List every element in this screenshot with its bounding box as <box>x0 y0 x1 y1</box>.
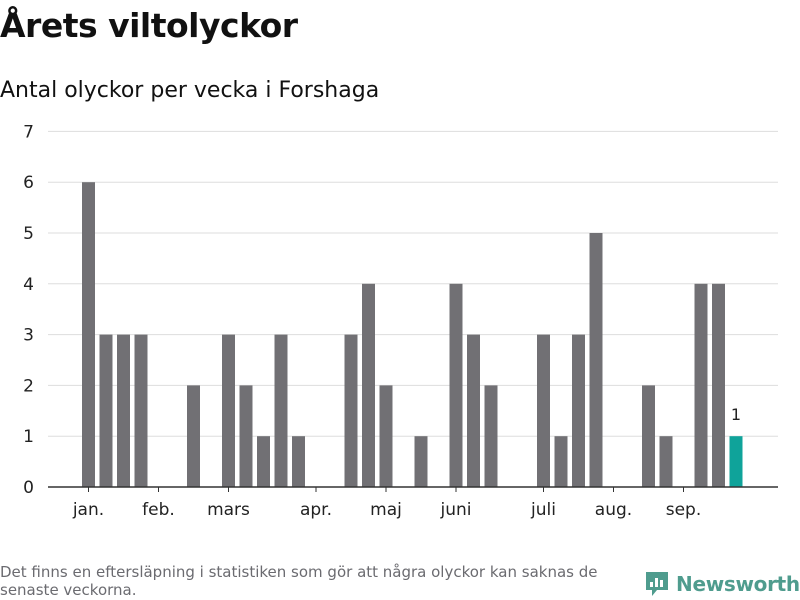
x-tick-label: juni <box>440 500 472 520</box>
x-tick-label: mars <box>207 500 250 520</box>
x-tick-label: sep. <box>666 500 702 520</box>
bar <box>222 334 235 487</box>
y-tick-label: 3 <box>23 326 34 346</box>
bar <box>484 385 498 487</box>
bar <box>467 334 480 487</box>
x-tick-label: juli <box>530 500 556 520</box>
y-tick-label: 0 <box>23 478 34 498</box>
brand-logo[interactable]: Newsworthy <box>644 570 800 598</box>
x-tick-label: jan. <box>72 500 104 520</box>
bar <box>642 385 655 487</box>
bar <box>274 334 288 487</box>
newsworthy-logo-icon <box>646 572 668 596</box>
bar-highlight <box>729 436 743 487</box>
chart-subtitle: Antal olyckor per vecka i Forshaga <box>0 78 380 103</box>
bar <box>257 436 270 487</box>
bar <box>117 334 130 487</box>
bar <box>292 436 305 487</box>
bar <box>554 436 568 487</box>
bar <box>344 334 358 487</box>
y-tick-label: 4 <box>23 275 34 295</box>
bar <box>99 334 113 487</box>
x-tick-label: apr. <box>300 500 332 520</box>
y-tick-label: 7 <box>23 122 34 142</box>
bar-chart: 0 1 2 3 4 5 6 7 1 jan. feb. mars apr. maj juni juli aug.… <box>23 122 778 520</box>
bar <box>694 283 708 487</box>
data-label: 1 <box>731 405 741 424</box>
bar <box>572 334 585 487</box>
bar <box>187 385 200 487</box>
bar <box>379 385 393 487</box>
y-tick-label: 2 <box>23 376 34 396</box>
bar <box>589 233 603 487</box>
bar <box>414 436 428 487</box>
y-tick-label: 5 <box>23 224 34 244</box>
y-tick-label: 6 <box>23 173 34 193</box>
footnote: Det finns en eftersläpning i statistiken… <box>0 563 598 599</box>
y-tick-label: 1 <box>23 427 34 447</box>
brand-name: Newsworthy <box>676 572 800 596</box>
x-tick-label: maj <box>370 500 402 520</box>
chart-title: Årets viltolyckor <box>0 6 298 45</box>
bar <box>659 436 673 487</box>
bar <box>134 334 148 487</box>
bar <box>362 283 375 487</box>
x-tick-label: feb. <box>142 500 175 520</box>
x-tick-label: aug. <box>595 500 632 520</box>
bar <box>537 334 550 487</box>
bar <box>82 182 95 487</box>
bar <box>449 283 463 487</box>
bar <box>712 283 725 487</box>
bar <box>239 385 253 487</box>
